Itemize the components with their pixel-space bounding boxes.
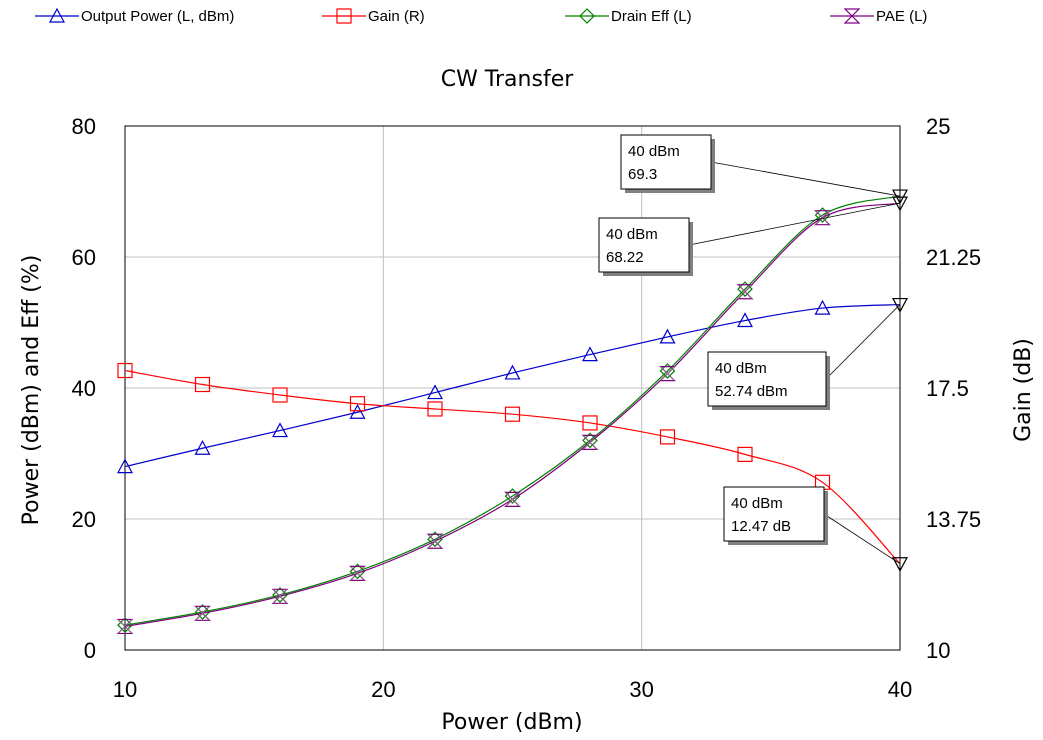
- callout-box: [620, 134, 712, 190]
- point-pae-overlay: [660, 366, 675, 381]
- series-line-output: [124, 303, 901, 468]
- legend-label-gain: Gain (R): [368, 8, 425, 25]
- legend: Output Power (L, dBm) Gain (R) Drain Eff (…: [35, 7, 927, 25]
- x-axis-title: Power (dBm): [441, 710, 582, 735]
- y-axis-title: Power (dBm) and Eff (%): [19, 255, 44, 526]
- point-output: [271, 422, 289, 438]
- point-pae-overlay: [117, 619, 133, 634]
- x-tick-label: 30: [629, 677, 653, 702]
- point-output: [891, 297, 909, 313]
- callout-line1: 40 dBm: [606, 226, 658, 243]
- point-pae-overlay: [195, 606, 210, 621]
- point-output: [581, 346, 599, 362]
- point-drain: [194, 604, 211, 620]
- callout-line1: 40 dBm: [715, 360, 767, 377]
- callout-line2: 12.47 dB: [731, 518, 791, 535]
- point-pae-overlay: [427, 533, 443, 549]
- x-axis-ticks: 10 20 30 40: [113, 677, 912, 702]
- point-pae-overlay: [582, 435, 598, 450]
- legend-marker-drain: [579, 8, 595, 24]
- point-output: [116, 458, 134, 474]
- y2-tick-label: 25: [926, 114, 950, 139]
- point-gain: [891, 557, 909, 572]
- callout-box: [723, 486, 825, 542]
- callout-line1: 40 dBm: [628, 143, 680, 160]
- y-tick-label: 60: [72, 245, 96, 270]
- callout-box: [598, 217, 690, 273]
- y-axis-ticks: 0 20 40 60 80: [72, 114, 96, 663]
- point-gain: [194, 376, 211, 393]
- callout-line1: 40 dBm: [731, 495, 783, 512]
- callout-line2: 69.3: [628, 166, 657, 183]
- point-gain: [737, 446, 753, 462]
- point-output: [504, 364, 521, 380]
- y-tick-label: 40: [72, 376, 96, 401]
- y2-tick-label: 21.25: [926, 245, 981, 270]
- point-gain: [582, 415, 598, 431]
- y2-tick-label: 10: [926, 638, 950, 663]
- y2-axis-title: Gain (dB): [1011, 338, 1036, 442]
- callout-leader: [823, 513, 901, 565]
- series-line-pae: [124, 202, 901, 628]
- callout-leader: [710, 161, 901, 197]
- series-group: [116, 189, 909, 635]
- x-tick-label: 40: [888, 677, 912, 702]
- point-output: [814, 299, 831, 315]
- point-gain: [659, 429, 676, 445]
- point-drain: [504, 488, 521, 504]
- plot-frame: [124, 125, 901, 651]
- chart-title: CW Transfer: [441, 67, 575, 92]
- point-gain: [349, 396, 366, 412]
- point-drain: [117, 617, 133, 633]
- point-drain: [272, 587, 288, 603]
- point-gain: [427, 401, 443, 417]
- y-tick-label: 20: [72, 507, 96, 532]
- series-line-drain: [124, 195, 901, 626]
- callout-box: [707, 351, 827, 407]
- point-pae-overlay: [815, 210, 830, 225]
- legend-marker-pae: [843, 8, 861, 24]
- callout-leader: [825, 304, 901, 380]
- point-output: [349, 403, 366, 419]
- point-gain: [504, 406, 521, 422]
- point-output: [426, 384, 444, 400]
- point-pae-overlay: [350, 566, 365, 581]
- callout-line2: 52.74 dBm: [715, 383, 788, 400]
- legend-marker-output: [48, 7, 66, 23]
- y-tick-label: 0: [84, 638, 96, 663]
- x-tick-label: 20: [371, 677, 395, 702]
- point-gain: [272, 387, 288, 403]
- legend-label-pae: PAE (L): [876, 8, 927, 25]
- callouts: 40 dBm 69.3 40 dBm 68.22 40 dBm 52.74 dBm 40 d…: [598, 134, 901, 565]
- point-output: [736, 312, 754, 328]
- point-output: [659, 328, 676, 344]
- legend-marker-gain: [336, 8, 352, 24]
- legend-label-drain: Drain Eff (L): [611, 8, 692, 25]
- y2-tick-label: 17.5: [926, 376, 969, 401]
- callout-leader: [688, 202, 901, 246]
- x-tick-label: 10: [113, 677, 137, 702]
- y-tick-label: 80: [72, 114, 96, 139]
- point-pae-overlay: [272, 589, 288, 604]
- legend-label-output: Output Power (L, dBm): [81, 8, 234, 25]
- point-gain: [117, 362, 133, 379]
- point-pae-overlay: [737, 284, 753, 299]
- y2-tick-label: 13.75: [926, 507, 981, 532]
- point-pae-overlay: [505, 492, 520, 507]
- y2-axis-ticks: 10 13.75 17.5 21.25 25: [926, 114, 981, 663]
- series-line-gain: [124, 369, 901, 565]
- point-output: [194, 439, 211, 455]
- callout-line2: 68.22: [606, 249, 644, 266]
